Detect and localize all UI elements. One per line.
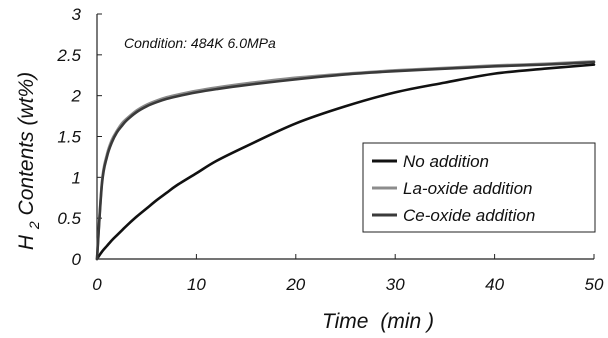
legend-box [362, 142, 596, 233]
y-tick-label: 1 [72, 168, 81, 187]
y-tick-label: 2 [71, 87, 82, 106]
y-tick-label: 0 [72, 250, 82, 269]
series-line-no-addition [95, 63, 596, 261]
legend-label-no-addition: No addition [403, 152, 489, 171]
y-tick-label: 0.5 [57, 209, 81, 228]
condition-annotation: Condition: 484K 6.0MPa [124, 35, 276, 51]
y-axis-title-subscript: 2 [26, 221, 42, 230]
x-tick-label: 50 [585, 275, 604, 294]
x-tick-label: 10 [187, 275, 206, 294]
series-line-ce-oxide-addition [95, 60, 596, 261]
legend: No addition La-oxide addition Ce-oxide add… [362, 142, 596, 233]
x-tick-label: 40 [485, 275, 504, 294]
y-tick-label: 1.5 [57, 128, 81, 147]
legend-label-ce-oxide-addition: Ce-oxide addition [403, 206, 535, 225]
y-tick-label: 3 [72, 5, 82, 24]
x-axis-title-unit: (min ) [380, 310, 434, 333]
y-tick-label: 2.5 [56, 46, 81, 65]
y-axis-title-prefix: H [15, 234, 38, 250]
x-tick-label: 0 [92, 275, 102, 294]
x-axis-title: Time (min ) [322, 310, 434, 333]
x-tick-label: 20 [285, 275, 305, 294]
x-tick-label: 30 [386, 275, 405, 294]
y-axis-title-suffix: Contents (wt%) [15, 72, 38, 216]
x-axis-title-main: Time [322, 310, 368, 333]
y-axis-title: H 2 Contents (wt%) [15, 72, 44, 250]
legend-label-la-oxide-addition: La-oxide addition [403, 179, 532, 198]
